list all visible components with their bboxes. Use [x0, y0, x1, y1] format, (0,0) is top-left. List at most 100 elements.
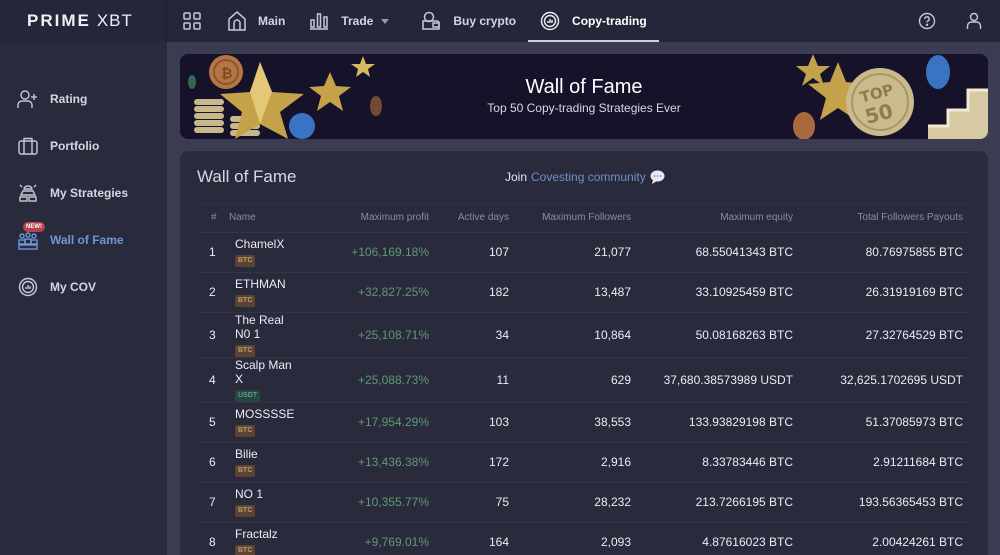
row-active-days: 182: [437, 271, 517, 312]
svg-text:₿: ₿: [221, 66, 232, 82]
row-active-days: 107: [437, 231, 517, 272]
row-rank: 6: [197, 441, 227, 482]
nav-buy-crypto-label: Buy crypto: [453, 14, 517, 28]
nav-main[interactable]: Main: [216, 0, 297, 42]
nav-copy-trading[interactable]: Copy-trading: [528, 0, 659, 42]
table-row[interactable]: 3 The Real N0 1 BTC +25,108.71% 34 10,864…: [197, 311, 971, 357]
trader-name[interactable]: NO 1: [235, 487, 264, 501]
row-total-payouts: 27.32764529 BTC: [801, 311, 971, 357]
sidebar-item-wall-of-fame[interactable]: NEW! Wall of Fame: [0, 222, 167, 258]
copy-trading-icon: [540, 11, 560, 31]
row-trader: NO 1 BTC: [227, 481, 307, 522]
currency-tag: BTC: [235, 344, 256, 357]
help-icon: [918, 12, 936, 30]
grid-icon: [183, 12, 201, 30]
trader-name[interactable]: Bilie: [235, 447, 258, 461]
row-total-payouts: 51.37085973 BTC: [801, 401, 971, 442]
trader-name[interactable]: The Real N0 1: [235, 312, 284, 341]
sidebar: Rating Portfolio My Strategies NEW! Wall…: [0, 42, 167, 555]
currency-tag: BTC: [235, 465, 256, 477]
sidebar-item-portfolio[interactable]: Portfolio: [0, 128, 167, 164]
sidebar-item-rating[interactable]: Rating: [0, 81, 167, 117]
main-nav: Main Trade Buy crypto Copy-trading: [167, 0, 659, 42]
row-active-days: 172: [437, 441, 517, 482]
row-trader: Fractalz BTC: [227, 521, 307, 555]
sidebar-item-my-strategies[interactable]: My Strategies: [0, 175, 167, 211]
column-header-rank[interactable]: #: [211, 212, 217, 224]
user-plus-icon: [17, 88, 39, 110]
row-rank: 5: [197, 401, 227, 442]
row-rank: 8: [197, 521, 227, 555]
covesting-community-link[interactable]: Covesting community: [531, 170, 646, 184]
join-prefix: Join: [505, 170, 528, 184]
row-trader: ChamelX BTC: [227, 231, 307, 272]
row-active-days: 34: [437, 311, 517, 357]
row-max-followers: 2,916: [517, 441, 639, 482]
new-badge: NEW!: [23, 222, 45, 232]
row-total-payouts: 2.91211684 BTC: [801, 441, 971, 482]
row-max-profit: +25,108.71%: [307, 311, 437, 357]
trader-name[interactable]: ETHMAN: [235, 277, 286, 291]
row-active-days: 164: [437, 521, 517, 555]
table-row[interactable]: 4 Scalp Man X USDT +25,088.73% 11 629 37,…: [197, 356, 971, 402]
sidebar-label-wall-of-fame: Wall of Fame: [50, 233, 124, 247]
row-max-equity: 8.33783446 BTC: [639, 441, 801, 482]
wallet-coin-icon: [422, 11, 441, 30]
row-max-equity: 68.55041343 BTC: [639, 231, 801, 272]
row-max-profit: +106,169.18%: [307, 231, 437, 272]
table-row[interactable]: 7 NO 1 BTC +10,355.77% 75 28,232 213.7266…: [197, 481, 971, 522]
row-active-days: 103: [437, 401, 517, 442]
row-total-payouts: 80.76975855 BTC: [801, 231, 971, 272]
table-row[interactable]: 1 ChamelX BTC +106,169.18% 107 21,077 68.…: [197, 231, 971, 272]
trader-name[interactable]: MOSSSSE: [235, 407, 295, 421]
briefcase-icon: [17, 135, 39, 157]
row-max-profit: +13,436.38%: [307, 441, 437, 482]
row-max-equity: 4.87616023 BTC: [639, 521, 801, 555]
wall-of-fame-card: Wall of Fame Join Covesting community # …: [180, 151, 988, 555]
cov-icon: [17, 276, 39, 298]
column-header-active-days[interactable]: Active days: [457, 212, 509, 224]
row-max-followers: 28,232: [517, 481, 639, 522]
help-button[interactable]: [918, 12, 936, 30]
table-row[interactable]: 5 MOSSSSE BTC +17,954.29% 103 38,553 133.…: [197, 401, 971, 442]
table-row[interactable]: 2 ETHMAN BTC +32,827.25% 182 13,487 33.10…: [197, 271, 971, 312]
row-max-followers: 13,487: [517, 271, 639, 312]
row-rank: 7: [197, 481, 227, 522]
account-button[interactable]: [966, 12, 982, 30]
top-right-actions: [918, 12, 1000, 30]
row-max-profit: +25,088.73%: [307, 356, 437, 402]
row-max-equity: 50.08168263 BTC: [639, 311, 801, 357]
column-header-max-followers[interactable]: Maximum Followers: [542, 212, 631, 224]
trader-name[interactable]: Fractalz: [235, 527, 278, 542]
row-max-followers: 21,077: [517, 231, 639, 272]
card-title: Wall of Fame: [197, 167, 297, 186]
row-trader: MOSSSSE BTC: [227, 401, 307, 442]
nav-buy-crypto[interactable]: Buy crypto: [409, 0, 528, 42]
column-header-max-equity[interactable]: Maximum equity: [720, 212, 793, 224]
banner-title: Wall of Fame: [525, 76, 643, 98]
trader-name[interactable]: ChamelX: [235, 237, 285, 251]
column-header-name[interactable]: Name: [229, 212, 256, 224]
trader-name[interactable]: Scalp Man X: [235, 357, 292, 386]
row-rank: 4: [197, 356, 227, 402]
sidebar-label-my-strategies: My Strategies: [50, 186, 129, 200]
row-total-payouts: 193.56365453 BTC: [801, 481, 971, 522]
nav-trade[interactable]: Trade: [297, 0, 401, 42]
row-max-followers: 38,553: [517, 401, 639, 442]
column-header-total-payouts[interactable]: Total Followers Payouts: [857, 212, 963, 224]
sidebar-item-my-cov[interactable]: My COV: [0, 269, 167, 305]
apps-grid-button[interactable]: [167, 0, 216, 42]
wall-of-fame-banner: ₿ Wall of Fame Top 50 Copy-trading Strat…: [180, 54, 988, 139]
row-trader: Bilie BTC: [227, 441, 307, 482]
table-row[interactable]: 8 Fractalz BTC +9,769.01% 164 2,093 4.876…: [197, 521, 971, 555]
table-row[interactable]: 6 Bilie BTC +13,436.38% 172 2,916 8.33783…: [197, 441, 971, 482]
currency-tag: BTC: [235, 545, 256, 555]
primexbt-logo[interactable]: PRIME XBT: [0, 0, 167, 42]
currency-tag: BTC: [235, 255, 256, 267]
row-trader: ETHMAN BTC: [227, 271, 307, 312]
banner-right-decoration-icon: TOP 50: [793, 54, 988, 139]
row-max-followers: 10,864: [517, 311, 639, 357]
sidebar-label-my-cov: My COV: [50, 280, 97, 294]
column-header-max-profit[interactable]: Maximum profit: [360, 212, 429, 224]
user-icon: [966, 12, 982, 29]
